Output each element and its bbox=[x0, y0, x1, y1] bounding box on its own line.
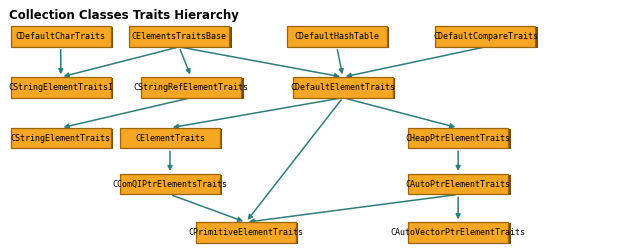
FancyBboxPatch shape bbox=[408, 174, 508, 195]
FancyBboxPatch shape bbox=[13, 129, 113, 149]
Text: CElementsTraitsBase: CElementsTraitsBase bbox=[132, 32, 227, 41]
FancyBboxPatch shape bbox=[198, 223, 298, 244]
FancyBboxPatch shape bbox=[129, 26, 229, 47]
FancyBboxPatch shape bbox=[196, 222, 296, 243]
FancyBboxPatch shape bbox=[123, 175, 222, 195]
Text: CAutoPtrElementTraits: CAutoPtrElementTraits bbox=[405, 180, 511, 189]
Text: Collection Classes Traits Hierarchy: Collection Classes Traits Hierarchy bbox=[9, 9, 239, 22]
FancyBboxPatch shape bbox=[11, 128, 111, 148]
FancyBboxPatch shape bbox=[295, 78, 396, 99]
Text: CStringRefElementTraits: CStringRefElementTraits bbox=[134, 83, 249, 92]
FancyBboxPatch shape bbox=[410, 175, 511, 195]
FancyBboxPatch shape bbox=[13, 78, 113, 99]
FancyBboxPatch shape bbox=[144, 78, 244, 99]
Text: CDefaultElementTraits: CDefaultElementTraits bbox=[290, 83, 396, 92]
Text: CAutoVectorPtrElementTraits: CAutoVectorPtrElementTraits bbox=[391, 228, 526, 237]
Text: CComQIPtrElementsTraits: CComQIPtrElementsTraits bbox=[113, 180, 227, 189]
FancyBboxPatch shape bbox=[287, 26, 387, 47]
Text: CDefaultHashTable: CDefaultHashTable bbox=[294, 32, 379, 41]
FancyBboxPatch shape bbox=[438, 27, 538, 48]
FancyBboxPatch shape bbox=[289, 27, 389, 48]
Text: CDefaultCompareTraits: CDefaultCompareTraits bbox=[433, 32, 538, 41]
Text: CDefaultCharTraits: CDefaultCharTraits bbox=[16, 32, 106, 41]
Text: CHeapPtrElementTraits: CHeapPtrElementTraits bbox=[405, 134, 511, 143]
FancyBboxPatch shape bbox=[410, 129, 511, 149]
Text: CStringElementTraitsI: CStringElementTraitsI bbox=[8, 83, 113, 92]
Text: CStringElementTraits: CStringElementTraits bbox=[11, 134, 111, 143]
Text: CPrimitiveElementTraits: CPrimitiveElementTraits bbox=[188, 228, 303, 237]
Text: CElementTraits: CElementTraits bbox=[135, 134, 205, 143]
FancyBboxPatch shape bbox=[11, 77, 111, 98]
FancyBboxPatch shape bbox=[410, 223, 511, 244]
FancyBboxPatch shape bbox=[408, 128, 508, 148]
FancyBboxPatch shape bbox=[13, 27, 113, 48]
FancyBboxPatch shape bbox=[435, 26, 535, 47]
FancyBboxPatch shape bbox=[120, 174, 220, 195]
FancyBboxPatch shape bbox=[131, 27, 232, 48]
FancyBboxPatch shape bbox=[120, 128, 220, 148]
FancyBboxPatch shape bbox=[123, 129, 222, 149]
FancyBboxPatch shape bbox=[141, 77, 241, 98]
FancyBboxPatch shape bbox=[11, 26, 111, 47]
FancyBboxPatch shape bbox=[293, 77, 393, 98]
FancyBboxPatch shape bbox=[408, 222, 508, 243]
